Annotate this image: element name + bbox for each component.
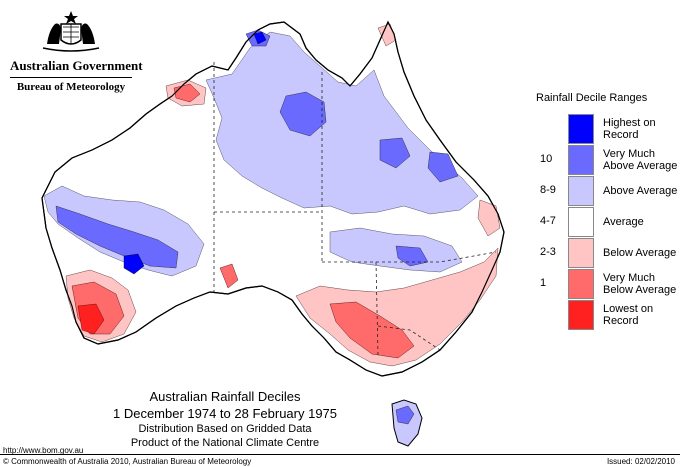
lowest-on-record-regions — [77, 303, 105, 335]
legend-label: Highest on Record — [603, 117, 656, 141]
tasmania — [391, 399, 423, 447]
decile-legend: Rainfall Decile Ranges Highest on Record… — [528, 92, 678, 331]
border-nsw-vic — [377, 325, 441, 351]
legend-label: Below Average — [603, 247, 677, 259]
legend-title: Rainfall Decile Ranges — [536, 92, 648, 104]
legend-row: 2-3 Below Average — [528, 238, 678, 269]
wet-north-core-3 — [427, 151, 459, 183]
legend-rows: Highest on Record 10 Very Much Above Avera… — [528, 114, 678, 331]
legend-row: 4-7 Average — [528, 207, 678, 238]
lowest-patch-sw — [77, 303, 105, 335]
legend-label: Average — [603, 216, 644, 228]
legend-swatch — [568, 114, 594, 144]
state-borders — [213, 62, 497, 357]
wet-north-region — [205, 31, 479, 215]
legend-code: 10 — [540, 153, 553, 165]
legend-code: 1 — [540, 277, 547, 289]
map-method: Distribution Based on Gridded Data — [138, 423, 312, 435]
dry-sa-core — [219, 263, 239, 289]
highest-on-record-regions — [123, 31, 267, 275]
legend-swatch — [568, 269, 594, 299]
legend-row: 1 Very Much Below Average — [528, 269, 678, 300]
coat-of-arms-icon — [42, 11, 100, 52]
wet-central-band — [329, 227, 463, 273]
dry-nt-core — [173, 83, 201, 103]
bom-url-link[interactable]: http://www.bom.gov.au — [3, 446, 84, 455]
tasmania-wet-patch — [395, 405, 415, 425]
coastline — [41, 20, 505, 377]
legend-code: 4-7 — [540, 215, 556, 227]
wet-north-core-1 — [279, 91, 327, 137]
highest-patch-wa — [123, 253, 145, 275]
legend-swatch — [568, 300, 594, 330]
legend-label: Very Much Below Average — [603, 272, 677, 296]
issued-date: Issued: 02/02/2010 — [606, 457, 675, 466]
legend-code: 8-9 — [540, 184, 556, 196]
logo-divider — [10, 77, 132, 78]
map-period: 1 December 1974 to 28 February 1975 — [112, 406, 338, 421]
legend-swatch — [568, 145, 594, 175]
coastline-overlay — [41, 20, 505, 377]
dry-southeast-region — [295, 247, 499, 367]
legend-row: Highest on Record — [528, 114, 678, 145]
map-caption: Australian Rainfall Deciles 1 December 1… — [60, 388, 390, 450]
legend-label: Above Average — [603, 185, 678, 197]
government-name: Australian Government — [10, 58, 143, 73]
footer-divider — [0, 454, 680, 455]
legend-swatch — [568, 176, 594, 206]
map-title: Australian Rainfall Deciles — [149, 389, 301, 404]
wet-central-core — [395, 245, 429, 267]
wet-north-core-2 — [379, 137, 411, 169]
government-logo-block: Australian Government Bureau of Meteorol… — [10, 10, 143, 93]
legend-code: 2-3 — [540, 246, 556, 258]
wet-southwest-core — [55, 205, 179, 269]
map-product: Product of the National Climate Centre — [130, 437, 320, 449]
dry-se-core — [329, 301, 415, 359]
legend-swatch — [568, 238, 594, 268]
legend-row: Lowest on Record — [528, 300, 678, 331]
legend-label: Lowest on Record — [603, 303, 654, 327]
legend-label: Very Much Above Average — [603, 148, 678, 172]
bureau-name: Bureau of Meteorology — [16, 81, 126, 93]
highest-patch-nt — [253, 31, 267, 45]
legend-swatch — [568, 207, 594, 237]
copyright-text: © Commonwealth of Australia 2010, Austra… — [3, 457, 252, 466]
legend-row: 8-9 Above Average — [528, 176, 678, 207]
very-much-above-regions — [55, 29, 459, 269]
legend-row: 10 Very Much Above Average — [528, 145, 678, 176]
